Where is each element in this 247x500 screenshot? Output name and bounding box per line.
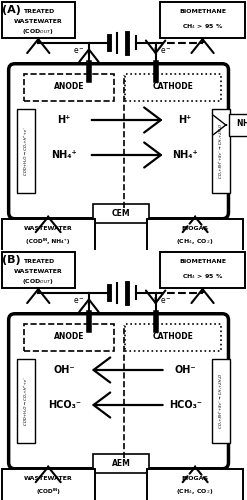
FancyBboxPatch shape bbox=[9, 64, 228, 219]
Text: CATHODE: CATHODE bbox=[152, 82, 193, 91]
Text: BIOMETHANE: BIOMETHANE bbox=[179, 259, 226, 264]
FancyBboxPatch shape bbox=[2, 219, 95, 251]
Text: CH$_4$ > 95 %: CH$_4$ > 95 % bbox=[182, 272, 223, 280]
FancyBboxPatch shape bbox=[125, 324, 221, 351]
FancyBboxPatch shape bbox=[212, 359, 230, 443]
Text: WASTEWATER: WASTEWATER bbox=[24, 476, 73, 481]
Text: WASTEWATER: WASTEWATER bbox=[24, 226, 73, 231]
Text: OH⁻: OH⁻ bbox=[174, 365, 196, 375]
Text: COD+H₂O → CO₂+H⁺+e⁻: COD+H₂O → CO₂+H⁺+e⁻ bbox=[24, 127, 28, 176]
Text: CATHODE: CATHODE bbox=[152, 332, 193, 341]
Text: CO₂+8H⁺+8e⁻ → CH₄+2H₂O: CO₂+8H⁺+8e⁻ → CH₄+2H₂O bbox=[219, 374, 223, 428]
Text: e$^-$: e$^-$ bbox=[73, 296, 85, 306]
FancyBboxPatch shape bbox=[125, 74, 221, 101]
Text: (B): (B) bbox=[2, 255, 21, 265]
Text: (COD$_{OUT}$): (COD$_{OUT}$) bbox=[22, 277, 54, 286]
Text: e$^-$: e$^-$ bbox=[160, 296, 171, 306]
Text: OH⁻: OH⁻ bbox=[53, 365, 75, 375]
Text: (COD$_{OUT}$): (COD$_{OUT}$) bbox=[22, 26, 54, 36]
Text: (CODᴵᴺ, NH₄⁺): (CODᴵᴺ, NH₄⁺) bbox=[26, 238, 70, 244]
Text: CH$_4$ > 95 %: CH$_4$ > 95 % bbox=[182, 22, 223, 30]
Text: NH₄⁺: NH₄⁺ bbox=[51, 150, 77, 160]
FancyBboxPatch shape bbox=[147, 219, 243, 251]
Text: BIOGAS: BIOGAS bbox=[182, 226, 209, 231]
FancyBboxPatch shape bbox=[2, 469, 95, 500]
Text: BIOMETHANE: BIOMETHANE bbox=[179, 8, 226, 14]
Text: (CH$_4$, CO$_2$): (CH$_4$, CO$_2$) bbox=[176, 487, 214, 496]
Text: NH₄⁺: NH₄⁺ bbox=[172, 150, 198, 160]
Text: (CH$_4$, CO$_2$): (CH$_4$, CO$_2$) bbox=[176, 237, 214, 246]
Text: HCO₃⁻: HCO₃⁻ bbox=[48, 400, 81, 410]
FancyBboxPatch shape bbox=[2, 252, 75, 288]
Text: NH$_4^+$: NH$_4^+$ bbox=[236, 118, 247, 132]
FancyBboxPatch shape bbox=[17, 110, 35, 193]
FancyBboxPatch shape bbox=[9, 314, 228, 469]
FancyBboxPatch shape bbox=[24, 324, 114, 351]
Text: HCO₃⁻: HCO₃⁻ bbox=[169, 400, 202, 410]
FancyBboxPatch shape bbox=[160, 252, 245, 288]
FancyBboxPatch shape bbox=[229, 114, 247, 136]
FancyBboxPatch shape bbox=[17, 359, 35, 443]
Text: TREATED: TREATED bbox=[23, 8, 54, 14]
Text: e$^-$: e$^-$ bbox=[73, 46, 85, 56]
Text: WASTEWATER: WASTEWATER bbox=[14, 269, 63, 274]
FancyBboxPatch shape bbox=[93, 454, 149, 473]
Text: COD+H₂O → CO₂+H⁺+e⁻: COD+H₂O → CO₂+H⁺+e⁻ bbox=[24, 377, 28, 426]
Text: CEM: CEM bbox=[112, 209, 130, 218]
Text: ANODE: ANODE bbox=[54, 332, 84, 341]
Text: WASTEWATER: WASTEWATER bbox=[14, 18, 63, 24]
Text: BIOGAS: BIOGAS bbox=[182, 476, 209, 481]
Text: AEM: AEM bbox=[112, 459, 130, 468]
Text: TREATED: TREATED bbox=[23, 259, 54, 264]
Text: H⁺: H⁺ bbox=[179, 115, 192, 125]
FancyBboxPatch shape bbox=[93, 204, 149, 223]
FancyBboxPatch shape bbox=[160, 2, 245, 38]
Text: H⁺: H⁺ bbox=[58, 115, 71, 125]
Text: (CODᴵᴺ): (CODᴵᴺ) bbox=[36, 488, 60, 494]
Text: (A): (A) bbox=[2, 5, 21, 15]
FancyBboxPatch shape bbox=[24, 74, 114, 101]
Text: CO₂+8H⁺+8e⁻ → CH₄+2H₂O: CO₂+8H⁺+8e⁻ → CH₄+2H₂O bbox=[219, 124, 223, 178]
FancyBboxPatch shape bbox=[2, 2, 75, 38]
FancyBboxPatch shape bbox=[147, 469, 243, 500]
Text: ANODE: ANODE bbox=[54, 82, 84, 91]
Text: e$^-$: e$^-$ bbox=[160, 46, 171, 56]
FancyBboxPatch shape bbox=[212, 110, 230, 193]
